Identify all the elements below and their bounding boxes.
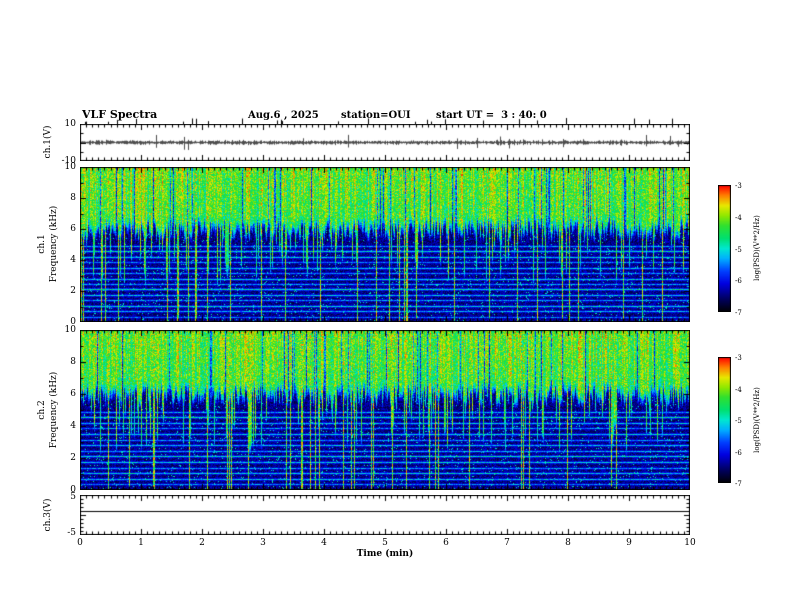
ch2-spec-y-tick-label: 2 bbox=[70, 453, 76, 463]
ch3-waveform-plot bbox=[80, 495, 690, 535]
figure-station: station=OUI bbox=[341, 110, 411, 121]
ch1-spec-y-tick-label: 0 bbox=[70, 317, 76, 327]
time-tick-label: 10 bbox=[684, 538, 696, 548]
ch1-wave-y-tick-label: -10 bbox=[61, 156, 77, 166]
colorbar-tick-label: -5 bbox=[735, 417, 742, 425]
ch3-wave-y-tick-label: 5 bbox=[70, 492, 76, 502]
time-tick-label: 0 bbox=[77, 538, 83, 548]
ch1-spec-y-tick-label: 2 bbox=[70, 286, 76, 296]
time-axis-label: Time (min) bbox=[356, 549, 414, 559]
ch1-wave-y-tick-label: 10 bbox=[64, 119, 76, 129]
colorbar-tick-label: -3 bbox=[735, 354, 742, 362]
time-tick-label: 2 bbox=[199, 538, 205, 548]
ch1-waveform-plot bbox=[80, 124, 690, 161]
time-tick-label: 3 bbox=[260, 538, 266, 548]
ch1-frequency-axis-label: Frequency (kHz) bbox=[49, 205, 59, 283]
colorbar-tick-label: -5 bbox=[735, 245, 742, 254]
colorbar-tick-label: -4 bbox=[735, 385, 742, 394]
ch2-channel-label: ch.2 bbox=[37, 400, 47, 420]
ch2-spec-y-tick-label: 0 bbox=[70, 485, 76, 495]
ch2-spec-y-tick-label: 4 bbox=[70, 421, 76, 431]
ch1-spec-y-tick-label: 8 bbox=[70, 193, 76, 203]
ch2-spectrogram bbox=[80, 330, 690, 490]
time-tick-label: 6 bbox=[443, 538, 449, 548]
time-tick-label: 9 bbox=[626, 538, 632, 548]
colorbar-ch2 bbox=[718, 357, 731, 483]
time-tick-label: 1 bbox=[138, 538, 144, 548]
figure-start-ut: start UT = 3 : 40: 0 bbox=[436, 110, 547, 121]
event-marker-strip bbox=[80, 116, 690, 124]
ch3-wave-y-tick-label: -5 bbox=[67, 528, 76, 538]
ch1-channel-label: ch.1 bbox=[37, 234, 47, 254]
ch1-spec-y-tick-label: 10 bbox=[64, 162, 76, 172]
ch2-frequency-axis-label: Frequency (kHz) bbox=[49, 371, 59, 449]
ch2-spec-y-tick-label: 8 bbox=[70, 357, 76, 367]
time-tick-label: 4 bbox=[321, 538, 327, 548]
colorbar-ch1 bbox=[718, 185, 731, 312]
ch1-voltage-axis-label: ch.1(V) bbox=[43, 125, 53, 159]
time-tick-label: 7 bbox=[504, 538, 510, 548]
ch1-spectrogram bbox=[80, 167, 690, 322]
time-tick-label: 5 bbox=[382, 538, 388, 548]
ch1-spec-y-tick-label: 6 bbox=[70, 224, 76, 234]
time-tick-label: 8 bbox=[565, 538, 571, 548]
ch3-voltage-axis-label: ch.3(V) bbox=[43, 498, 53, 532]
ch1-spec-y-tick-label: 4 bbox=[70, 255, 76, 265]
colorbar-tick-label: -7 bbox=[735, 309, 742, 317]
figure-date: Aug.6 , 2025 bbox=[248, 110, 319, 121]
colorbar2-units-label: log(PSD)(V**2/Hz) bbox=[753, 387, 761, 453]
colorbar-tick-label: -6 bbox=[735, 277, 742, 286]
colorbar1-units-label: log(PSD)(V**2/Hz) bbox=[753, 215, 761, 281]
colorbar-tick-label: -7 bbox=[735, 480, 742, 488]
ch2-spec-y-tick-label: 6 bbox=[70, 389, 76, 399]
colorbar-tick-label: -3 bbox=[735, 182, 742, 190]
ch2-spec-y-tick-label: 10 bbox=[64, 325, 76, 335]
colorbar-tick-label: -4 bbox=[735, 213, 742, 222]
colorbar-tick-label: -6 bbox=[735, 448, 742, 457]
